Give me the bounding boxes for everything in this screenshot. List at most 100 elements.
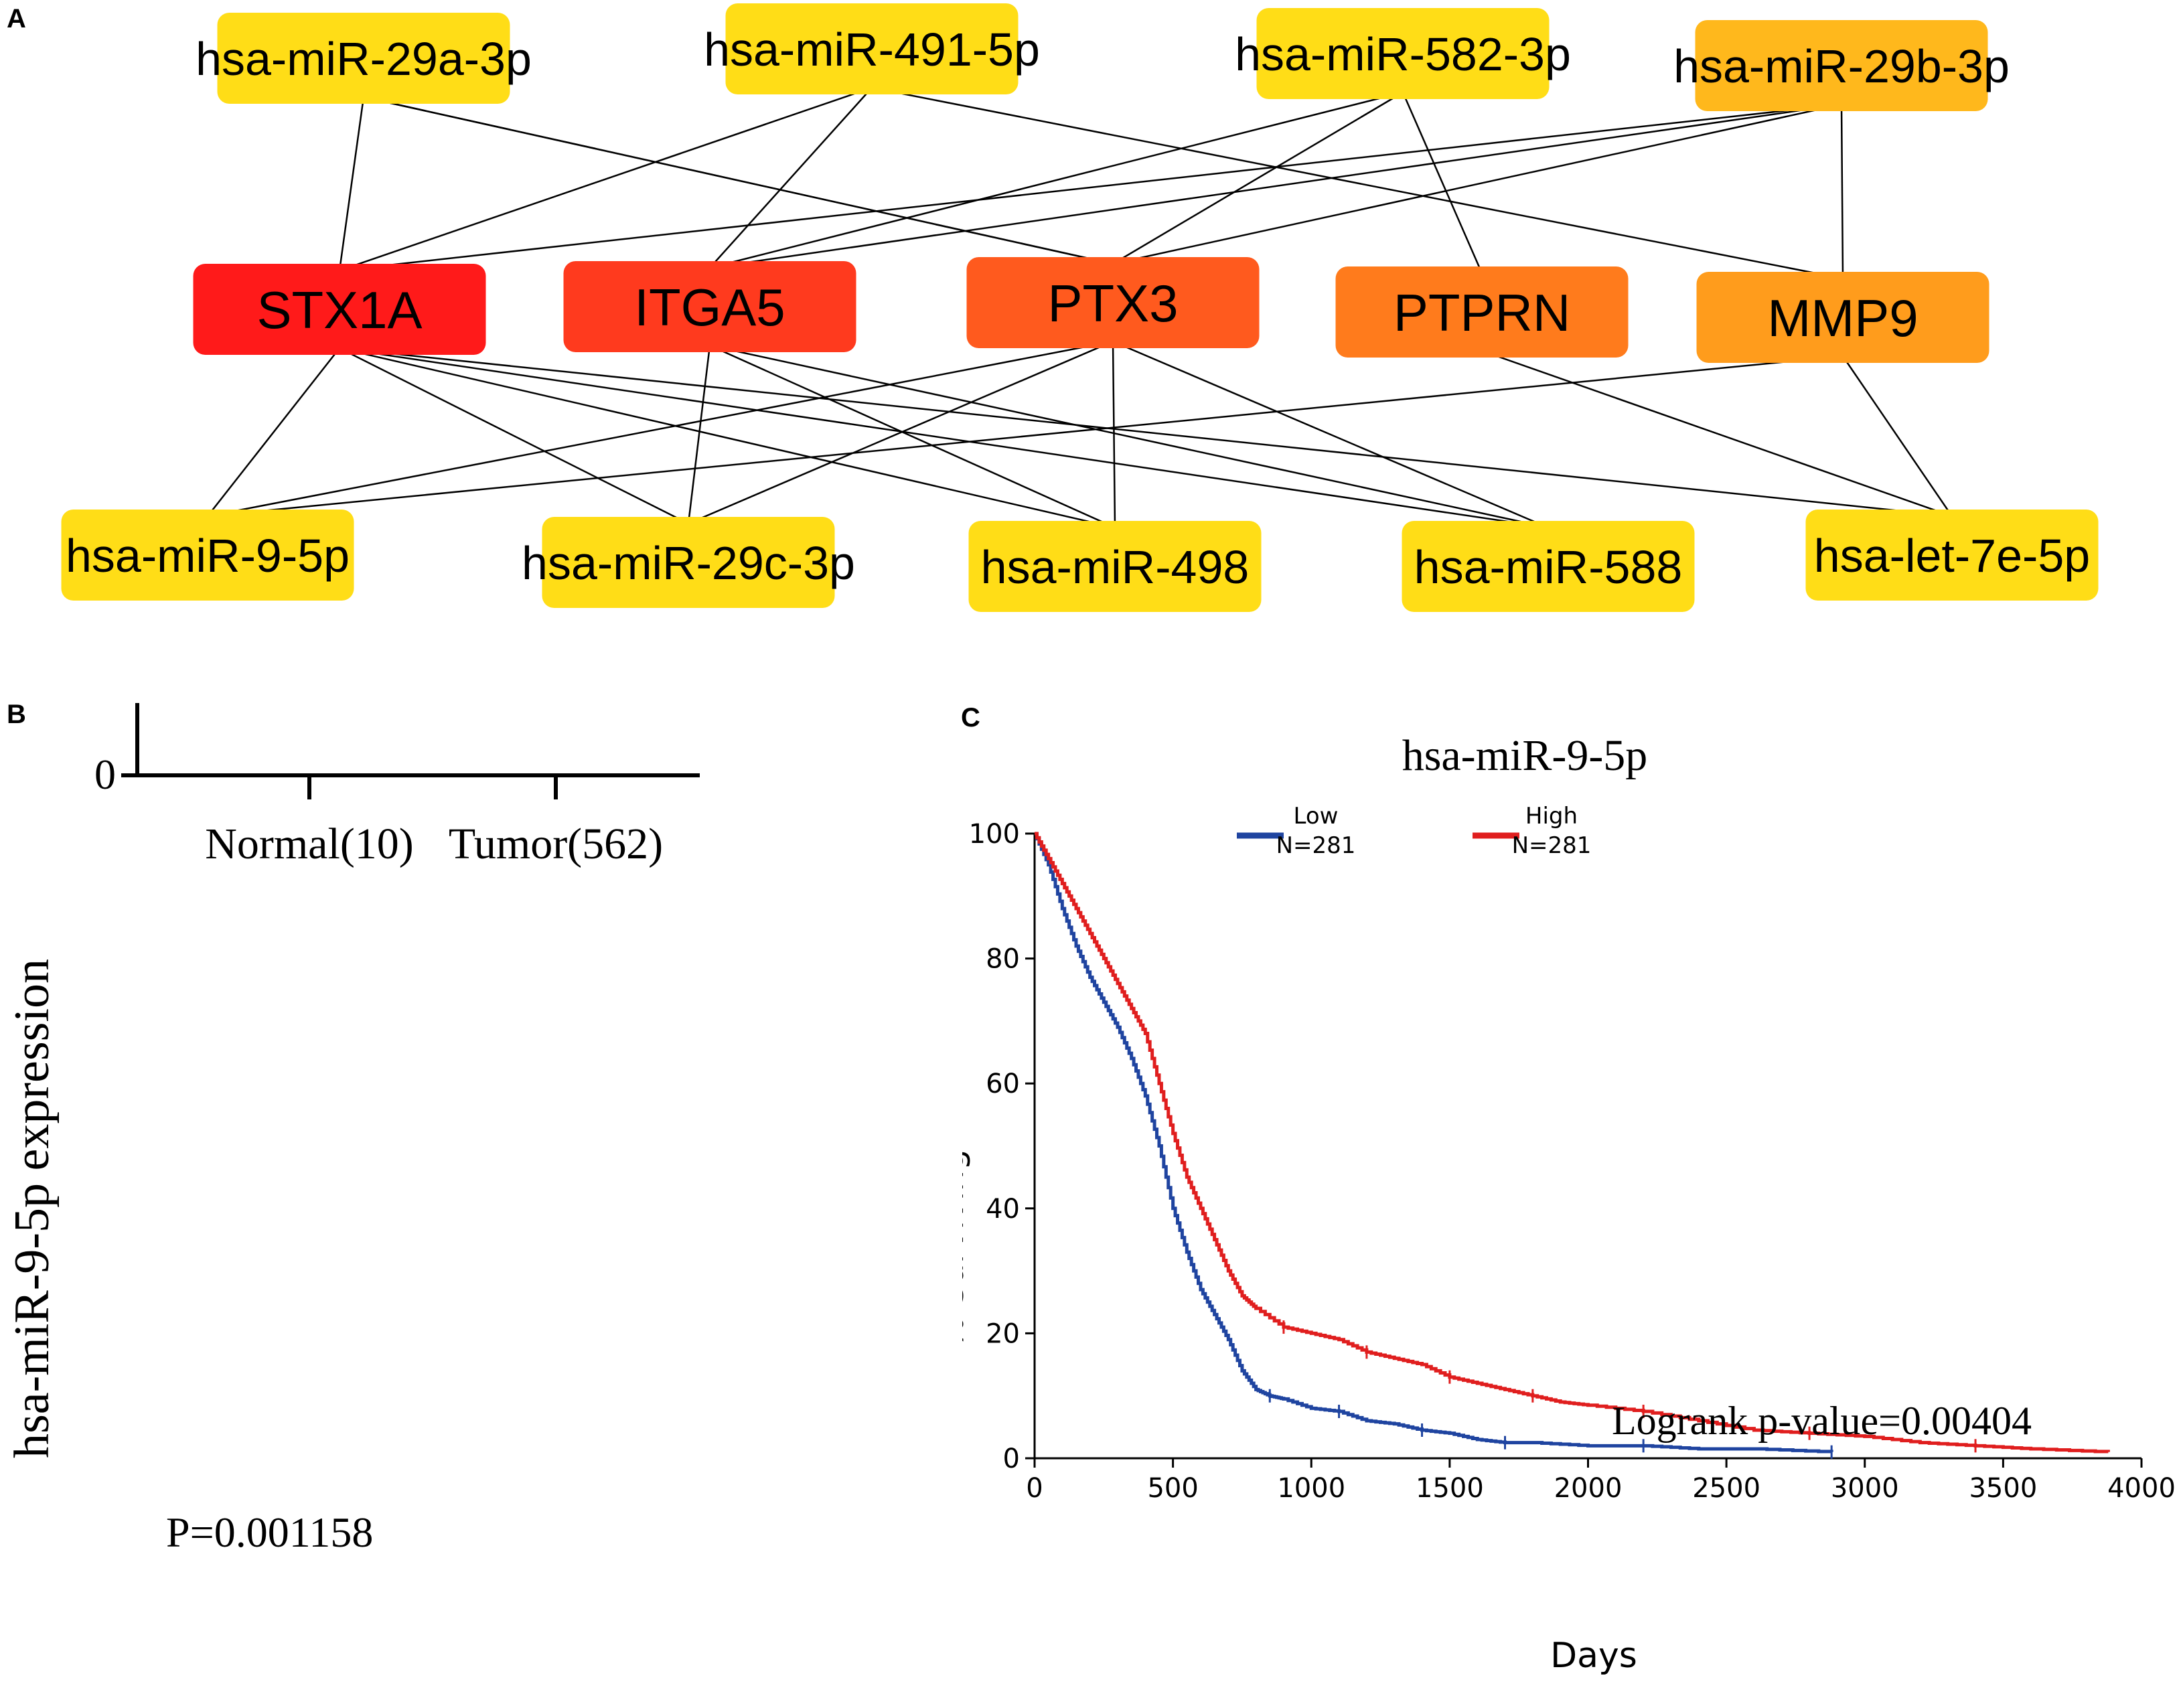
network-edge (339, 347, 1116, 529)
network-edge (339, 103, 1842, 272)
network-node-label: MMP9 (1767, 289, 1918, 347)
survival-y-tick-label: 100 (969, 819, 1020, 850)
network-edge (339, 347, 689, 525)
network-node-label: hsa-miR-588 (1414, 541, 1683, 593)
survival-x-tick-label: 0 (1026, 1473, 1043, 1504)
network-edges (207, 86, 1953, 529)
network-node-ptx3[interactable]: PTX3 (966, 257, 1260, 348)
survival-y-tick-label: 80 (986, 944, 1020, 975)
network-node-mir582[interactable]: hsa-miR-582-3p (1235, 8, 1571, 99)
network-node-box (966, 257, 1260, 348)
network-edge (1840, 104, 1844, 279)
survival-x-tick-label: 4000 (2107, 1473, 2176, 1504)
network-edge (1112, 340, 1549, 529)
network-node-mir29a[interactable]: hsa-miR-29a-3p (196, 13, 532, 104)
network-node-box (542, 517, 835, 608)
network-node-label: hsa-miR-491-5p (704, 23, 1040, 76)
network-edge (339, 347, 1953, 518)
survival-x-tick-label: 500 (1147, 1473, 1198, 1504)
network-node-label: hsa-let-7e-5p (1814, 530, 2090, 582)
network-node-label: hsa-miR-582-3p (1235, 28, 1571, 80)
network-edge (1112, 91, 1404, 265)
network-edge (339, 347, 1549, 529)
survival-x-tick-label: 1500 (1416, 1473, 1484, 1504)
network-edge (207, 347, 340, 517)
survival-x-tick-label: 3500 (1969, 1473, 2037, 1504)
network-node-mmp9[interactable]: MMP9 (1696, 272, 1989, 363)
box-plot-axes: 05101520Normal(10)Tumor(562) (94, 703, 700, 868)
network-node-label: hsa-miR-29b-3p (1673, 40, 2010, 92)
survival-logrank: Logrank p-value=0.00404 (1612, 1399, 2032, 1443)
box-plot: hsa-miR-9-5p expression 05101520Normal(1… (5, 703, 700, 1556)
network-node-box (1696, 272, 1989, 363)
network-node-mir29c[interactable]: hsa-miR-29c-3p (522, 517, 855, 608)
network-node-mir588[interactable]: hsa-miR-588 (1402, 521, 1695, 612)
survival-x-tick-label: 3000 (1831, 1473, 1899, 1504)
network-node-box (563, 261, 856, 352)
network-node-stx1a[interactable]: STX1A (193, 264, 486, 355)
survival-x-tick-label: 1000 (1277, 1473, 1345, 1504)
box-plot-y-tick-label: 0 (94, 751, 116, 798)
survival-x-label: Days (1550, 1636, 1637, 1676)
legend-n-low: N=281 (1276, 832, 1356, 859)
box-plot-y-label: hsa-miR-9-5p expression (5, 959, 60, 1458)
network-node-itga5[interactable]: ITGA5 (563, 261, 856, 352)
survival-x-tick-label: 2500 (1692, 1473, 1760, 1504)
network-edge (338, 96, 365, 271)
legend-n-high: N=281 (1512, 832, 1592, 859)
network-node-label: hsa-miR-498 (981, 541, 1250, 593)
network-edge (688, 340, 1114, 525)
network-node-label: PTPRN (1394, 283, 1570, 342)
survival-line-high (1035, 832, 2110, 1454)
network-node-mir498[interactable]: hsa-miR-498 (968, 521, 1262, 612)
survival-y-tick-label: 40 (986, 1194, 1020, 1225)
network-node-box (968, 521, 1262, 612)
network-node-label: ITGA5 (634, 278, 785, 337)
network-node-box (1256, 8, 1550, 99)
network-nodes: hsa-miR-29a-3p hsa-miR-491-5p hsa-miR-582-… (61, 3, 2099, 612)
legend-label-low: Low (1294, 803, 1339, 830)
box-plot-x-tick-label: Tumor(562) (449, 820, 663, 868)
network-edge (1112, 103, 1842, 265)
network-node-box (61, 510, 354, 601)
legend-label-high: High (1525, 803, 1578, 830)
network-node-mir9[interactable]: hsa-miR-9-5p (61, 510, 354, 601)
survival-title: hsa-miR-9-5p (1402, 731, 1648, 780)
network-edge (1481, 350, 1953, 518)
survival-y-label: % Surviving (962, 1149, 971, 1348)
network-node-box (1805, 510, 2099, 601)
survival-plot: hsa-miR-9-5p % Surviving Days 0 20 40 60 80 1… (962, 731, 2176, 1676)
survival-lines (1035, 832, 2110, 1459)
panel-letter-b: B (7, 700, 26, 729)
network-edge (709, 344, 1116, 529)
network-node-box (725, 3, 1019, 94)
network-node-ptprn[interactable]: PTPRN (1335, 266, 1629, 358)
network-edge (339, 86, 873, 272)
network-edge (709, 103, 1842, 269)
network-edge (363, 96, 1114, 265)
network-edge (207, 340, 1114, 518)
panel-letter-c: C (961, 703, 980, 732)
network-node-box (193, 264, 486, 355)
network-edge (207, 355, 1844, 518)
network-node-box (217, 13, 510, 104)
network-diagram: hsa-miR-29a-3p hsa-miR-491-5p hsa-miR-582-… (61, 3, 2099, 612)
network-node-box (1335, 266, 1629, 358)
network-node-label: PTX3 (1047, 274, 1178, 333)
network-node-label: hsa-miR-9-5p (66, 530, 350, 582)
network-node-mir491[interactable]: hsa-miR-491-5p (704, 3, 1040, 94)
network-edge (709, 87, 873, 268)
survival-y-tick-label: 60 (986, 1069, 1020, 1099)
network-edge (687, 345, 711, 524)
network-node-label: hsa-miR-29a-3p (196, 33, 532, 85)
box-plot-p-value: P=0.001158 (166, 1508, 373, 1556)
network-node-mir29b[interactable]: hsa-miR-29b-3p (1673, 20, 2010, 111)
network-node-box (1402, 521, 1695, 612)
network-node-let7e[interactable]: hsa-let-7e-5p (1805, 510, 2099, 601)
survival-y-tick-label: 0 (1003, 1444, 1020, 1474)
survival-y-tick-label: 20 (986, 1318, 1020, 1349)
network-node-box (1695, 20, 1988, 111)
network-edge (709, 344, 1549, 529)
